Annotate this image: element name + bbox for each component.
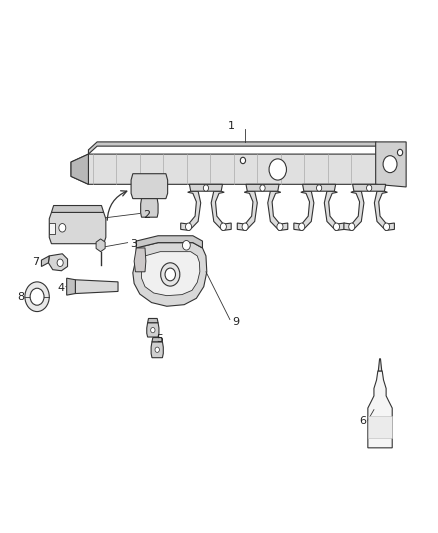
Polygon shape [71,154,393,184]
Text: 2: 2 [143,209,150,220]
Circle shape [57,259,63,266]
Circle shape [25,282,49,312]
Polygon shape [134,248,146,272]
Polygon shape [246,184,279,191]
Polygon shape [147,322,159,337]
Circle shape [299,223,305,230]
Polygon shape [189,184,223,191]
Text: 6: 6 [359,416,366,426]
Polygon shape [42,256,49,266]
Circle shape [240,157,246,164]
Polygon shape [376,142,406,187]
Circle shape [317,185,322,191]
Polygon shape [88,142,393,154]
Text: 7: 7 [32,257,40,267]
Polygon shape [75,280,118,294]
Text: 8: 8 [17,292,24,302]
Circle shape [333,223,339,230]
Polygon shape [51,206,104,213]
Circle shape [203,185,208,191]
Polygon shape [141,199,158,217]
Circle shape [367,185,372,191]
Circle shape [155,347,159,352]
Polygon shape [131,174,168,199]
Polygon shape [374,191,394,230]
Text: 3: 3 [130,239,137,249]
Text: 5: 5 [156,334,163,344]
Circle shape [151,327,155,333]
Polygon shape [49,213,106,244]
Circle shape [260,185,265,191]
Circle shape [59,223,66,232]
Circle shape [220,223,226,230]
Polygon shape [378,359,382,371]
Text: 9: 9 [232,317,239,327]
Circle shape [30,288,44,305]
Text: 4: 4 [57,282,64,293]
Polygon shape [136,236,202,248]
Polygon shape [353,184,386,191]
Polygon shape [48,254,67,271]
Polygon shape [303,184,336,191]
Polygon shape [71,154,88,184]
Polygon shape [67,278,75,295]
Circle shape [277,223,283,230]
Circle shape [383,156,397,173]
Polygon shape [152,337,162,342]
Circle shape [349,223,355,230]
Text: 1: 1 [228,121,235,131]
Polygon shape [141,252,200,296]
Polygon shape [368,416,392,438]
Polygon shape [344,191,364,230]
Polygon shape [294,191,314,230]
Polygon shape [324,191,344,230]
Polygon shape [151,342,163,358]
Circle shape [269,159,286,180]
Polygon shape [148,318,158,322]
Circle shape [183,240,190,250]
Polygon shape [133,243,207,306]
Polygon shape [237,191,257,230]
Circle shape [185,223,191,230]
Polygon shape [49,223,55,233]
Circle shape [397,149,403,156]
Circle shape [161,263,180,286]
Polygon shape [96,239,105,252]
Polygon shape [268,191,288,230]
Circle shape [165,268,176,281]
Polygon shape [181,191,201,230]
Polygon shape [368,371,392,448]
Circle shape [242,223,248,230]
Polygon shape [211,191,231,230]
Circle shape [384,223,390,230]
